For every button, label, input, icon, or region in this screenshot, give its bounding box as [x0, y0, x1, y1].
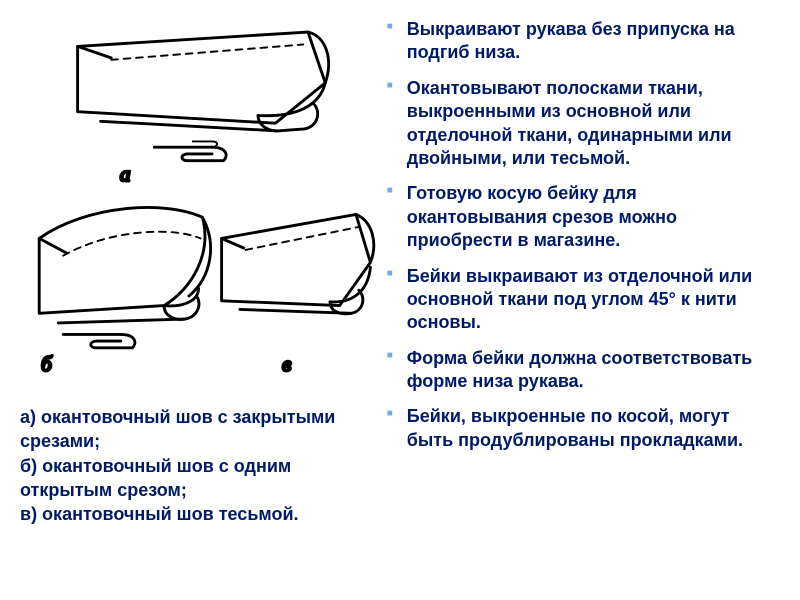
left-column: а б: [20, 10, 385, 590]
list-item: Бейки, выкроенные по косой, могут быть п…: [385, 405, 780, 452]
list-item: Выкраивают рукава без припуска на подгиб…: [385, 18, 780, 65]
label-a: а: [120, 162, 131, 186]
figure-a: а: [78, 32, 329, 186]
figure-b: б: [39, 208, 210, 376]
list-item: Готовую косую бейку для окантовывания ср…: [385, 182, 780, 252]
page-container: а б: [20, 10, 780, 590]
legend-c: в) окантовочный шов тесьмой.: [20, 502, 381, 526]
list-item: Форма бейки должна соответствовать форме…: [385, 347, 780, 394]
seam-diagram: а б: [20, 10, 385, 390]
label-b: б: [41, 352, 53, 376]
list-item: Окантовывают полосками ткани, выкроенным…: [385, 77, 780, 171]
right-column: Выкраивают рукава без припуска на подгиб…: [385, 10, 780, 590]
legend-b: б) окантовочный шов с одним открытым сре…: [20, 454, 381, 503]
figure-c: в: [222, 214, 374, 375]
list-item: Бейки выкраивают из отделочной или основ…: [385, 265, 780, 335]
label-c: в: [282, 352, 291, 376]
bullet-list: Выкраивают рукава без припуска на подгиб…: [385, 18, 780, 452]
diagram-legend: a) окантовочный шов с закрытыми срезами;…: [20, 405, 385, 526]
legend-a: a) окантовочный шов с закрытыми срезами;: [20, 405, 381, 454]
